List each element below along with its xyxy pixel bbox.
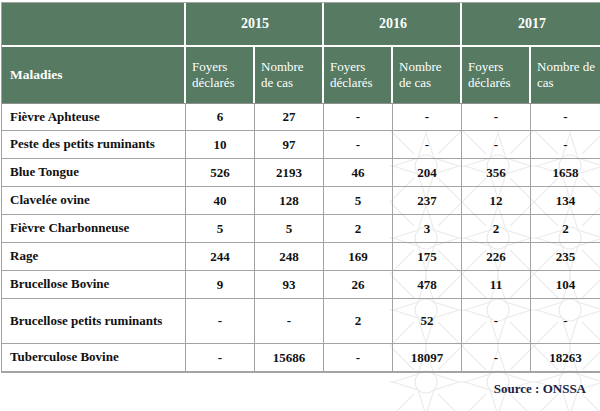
value-cell: 52: [393, 299, 462, 344]
value-cell: 2: [531, 215, 600, 243]
foyers-declares-header: Foyers déclarés: [462, 47, 531, 103]
report-page: 2015 2016 2017 Maladies Foyers déclarés …: [0, 0, 600, 411]
value-cell: 46: [324, 159, 393, 187]
year-header-2015: 2015: [186, 3, 324, 47]
value-cell: -: [531, 103, 600, 131]
value-cell: -: [324, 344, 393, 372]
value-cell: -: [324, 103, 393, 131]
value-cell: 6: [186, 103, 255, 131]
value-cell: 244: [186, 243, 255, 271]
value-cell: 15686: [255, 344, 324, 372]
value-cell: 10: [186, 131, 255, 159]
corner-cell: [2, 3, 186, 47]
table-row: Peste des petits ruminants1097----: [2, 131, 600, 159]
table-row: Brucellose Bovine9932647811104: [2, 271, 600, 299]
foyers-declares-header: Foyers déclarés: [186, 47, 255, 103]
value-cell: 40: [186, 187, 255, 215]
value-cell: 1658: [531, 159, 600, 187]
value-cell: 526: [186, 159, 255, 187]
value-cell: 248: [255, 243, 324, 271]
disease-name-cell: Peste des petits ruminants: [2, 131, 186, 159]
maladies-column-header: Maladies: [2, 47, 186, 103]
disease-name-cell: Brucellose petits ruminants: [2, 299, 186, 344]
disease-name-cell: Fièvre Charbonneuse: [2, 215, 186, 243]
value-cell: 3: [393, 215, 462, 243]
table-body: Fièvre Aphteuse627----Peste des petits r…: [2, 103, 600, 372]
value-cell: 175: [393, 243, 462, 271]
nombre-de-cas-header: Nombre de cas: [531, 47, 600, 103]
value-cell: -: [324, 131, 393, 159]
source-caption: Source : ONSSA: [494, 381, 586, 397]
table-row: Rage244248169175226235: [2, 243, 600, 271]
value-cell: -: [255, 299, 324, 344]
value-cell: -: [186, 344, 255, 372]
value-cell: 11: [462, 271, 531, 299]
value-cell: 204: [393, 159, 462, 187]
year-header-2016: 2016: [324, 3, 462, 47]
disease-name-cell: Clavelée ovine: [2, 187, 186, 215]
foyers-declares-header: Foyers déclarés: [324, 47, 393, 103]
value-cell: 18263: [531, 344, 600, 372]
value-cell: 97: [255, 131, 324, 159]
table-row: Fièvre Aphteuse627----: [2, 103, 600, 131]
value-cell: 478: [393, 271, 462, 299]
value-cell: 226: [462, 243, 531, 271]
value-cell: -: [462, 103, 531, 131]
value-cell: -: [393, 131, 462, 159]
table-header: 2015 2016 2017 Maladies Foyers déclarés …: [2, 3, 600, 103]
value-cell: 2: [462, 215, 531, 243]
value-cell: 2193: [255, 159, 324, 187]
value-cell: -: [462, 131, 531, 159]
value-cell: -: [462, 299, 531, 344]
value-cell: -: [531, 299, 600, 344]
value-cell: 128: [255, 187, 324, 215]
value-cell: 2: [324, 299, 393, 344]
value-cell: 12: [462, 187, 531, 215]
table-row: Blue Tongue5262193462043561658: [2, 159, 600, 187]
table-row: Tuberculose Bovine-15686-18097-18263: [2, 344, 600, 372]
value-cell: 356: [462, 159, 531, 187]
value-cell: 169: [324, 243, 393, 271]
disease-statistics-table: 2015 2016 2017 Maladies Foyers déclarés …: [1, 2, 600, 373]
disease-name-cell: Fièvre Aphteuse: [2, 103, 186, 131]
table-row: Clavelée ovine40128523712134: [2, 187, 600, 215]
value-cell: 104: [531, 271, 600, 299]
value-cell: -: [186, 299, 255, 344]
table-row: Brucellose petits ruminants--252--: [2, 299, 600, 344]
subheader-row: Maladies Foyers déclarés Nombre de cas F…: [2, 47, 600, 103]
year-header-2017: 2017: [462, 3, 600, 47]
value-cell: 134: [531, 187, 600, 215]
disease-name-cell: Brucellose Bovine: [2, 271, 186, 299]
value-cell: -: [531, 131, 600, 159]
value-cell: 26: [324, 271, 393, 299]
value-cell: 27: [255, 103, 324, 131]
disease-name-cell: Rage: [2, 243, 186, 271]
value-cell: -: [462, 344, 531, 372]
year-header-row: 2015 2016 2017: [2, 3, 600, 47]
value-cell: 5: [324, 187, 393, 215]
value-cell: 18097: [393, 344, 462, 372]
value-cell: 93: [255, 271, 324, 299]
disease-name-cell: Tuberculose Bovine: [2, 344, 186, 372]
nombre-de-cas-header: Nombre de cas: [255, 47, 324, 103]
value-cell: 9: [186, 271, 255, 299]
value-cell: 2: [324, 215, 393, 243]
value-cell: 5: [255, 215, 324, 243]
value-cell: 5: [186, 215, 255, 243]
value-cell: 235: [531, 243, 600, 271]
table-row: Fièvre Charbonneuse552322: [2, 215, 600, 243]
nombre-de-cas-header: Nombre de cas: [393, 47, 462, 103]
disease-name-cell: Blue Tongue: [2, 159, 186, 187]
value-cell: 237: [393, 187, 462, 215]
value-cell: -: [393, 103, 462, 131]
